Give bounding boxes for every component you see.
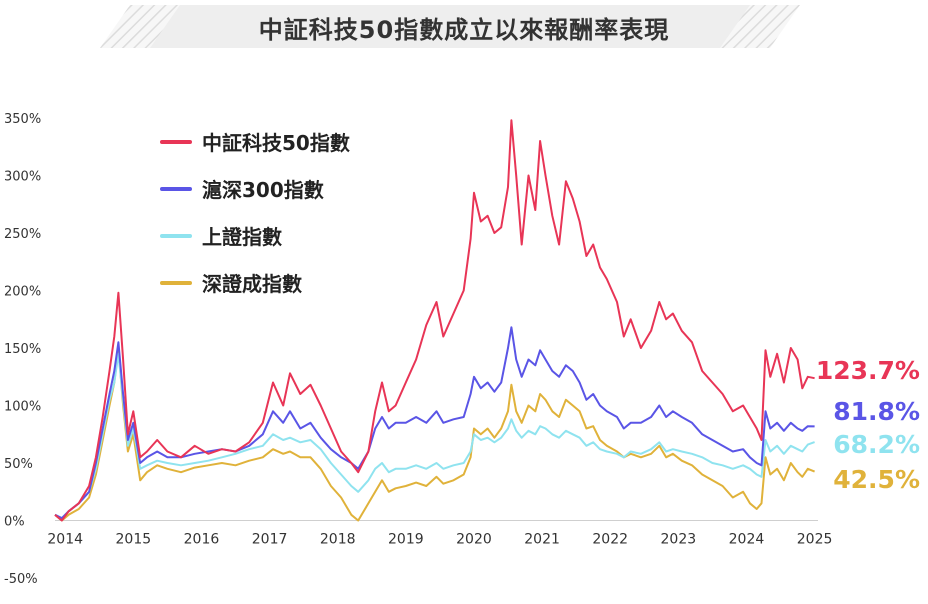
x-tick-label: 2014 xyxy=(47,532,83,548)
legend-item-3: 深證成指數 xyxy=(160,259,350,306)
y-tick-label: 250% xyxy=(4,227,41,242)
legend-label: 滬深300指數 xyxy=(202,178,324,202)
series-line-3 xyxy=(54,347,815,522)
end-value-label-0: 123.7% xyxy=(815,356,920,385)
x-tick-label: 2016 xyxy=(184,532,220,548)
y-tick-label: -50% xyxy=(4,572,38,587)
end-value-label-3: 42.5% xyxy=(833,465,920,494)
title-band-center xyxy=(150,5,750,48)
legend-swatch xyxy=(160,280,192,285)
x-tick-label: 2025 xyxy=(797,532,833,548)
x-tick-label: 2023 xyxy=(661,532,697,548)
legend-label: 中証科技50指數 xyxy=(202,131,350,155)
y-tick-label: 200% xyxy=(4,285,41,300)
y-tick-label: 100% xyxy=(4,400,41,415)
legend-swatch xyxy=(160,233,192,238)
title-band xyxy=(100,5,800,48)
x-tick-label: 2017 xyxy=(252,532,288,548)
y-tick-label: 350% xyxy=(4,112,41,127)
series-line-0 xyxy=(54,119,815,522)
y-tick-label: 50% xyxy=(4,457,33,472)
x-tick-label: 2015 xyxy=(116,532,152,548)
x-tick-label: 2021 xyxy=(524,532,560,548)
legend-label: 上證指數 xyxy=(202,225,282,249)
x-tick-label: 2022 xyxy=(592,532,628,548)
y-tick-label: 150% xyxy=(4,342,41,357)
legend-swatch xyxy=(160,139,192,144)
legend-label: 深證成指數 xyxy=(202,272,302,296)
legend-swatch xyxy=(160,186,192,191)
x-tick-label: 2018 xyxy=(320,532,356,548)
end-value-label-1: 81.8% xyxy=(833,397,920,426)
chart-axes: -50% 0% 50% 100% 150% 200% 250% 300% 350% 2014 201… xyxy=(4,112,832,587)
y-tick-label: 300% xyxy=(4,170,41,185)
chart-legend: 中証科技50指數 滬深300指數 上證指數深證成指數 xyxy=(160,118,350,306)
title-bar: 中証科技50指數成立以來報酬率表現 xyxy=(0,0,928,60)
x-tick-label: 2024 xyxy=(729,532,765,548)
legend-item-0: 中証科技50指數 xyxy=(160,118,350,165)
end-value-label-2: 68.2% xyxy=(833,430,920,459)
y-tick-label: 0% xyxy=(4,515,25,530)
legend-item-1: 滬深300指數 xyxy=(160,165,350,212)
x-tick-label: 2019 xyxy=(388,532,424,548)
chart-title: 中証科技50指數成立以來報酬率表現 xyxy=(258,16,670,44)
legend-item-2: 上證指數 xyxy=(160,212,350,259)
x-tick-label: 2020 xyxy=(456,532,492,548)
series-line-1 xyxy=(54,326,815,520)
chart-series-layer xyxy=(54,119,815,522)
series-line-2 xyxy=(54,352,815,520)
